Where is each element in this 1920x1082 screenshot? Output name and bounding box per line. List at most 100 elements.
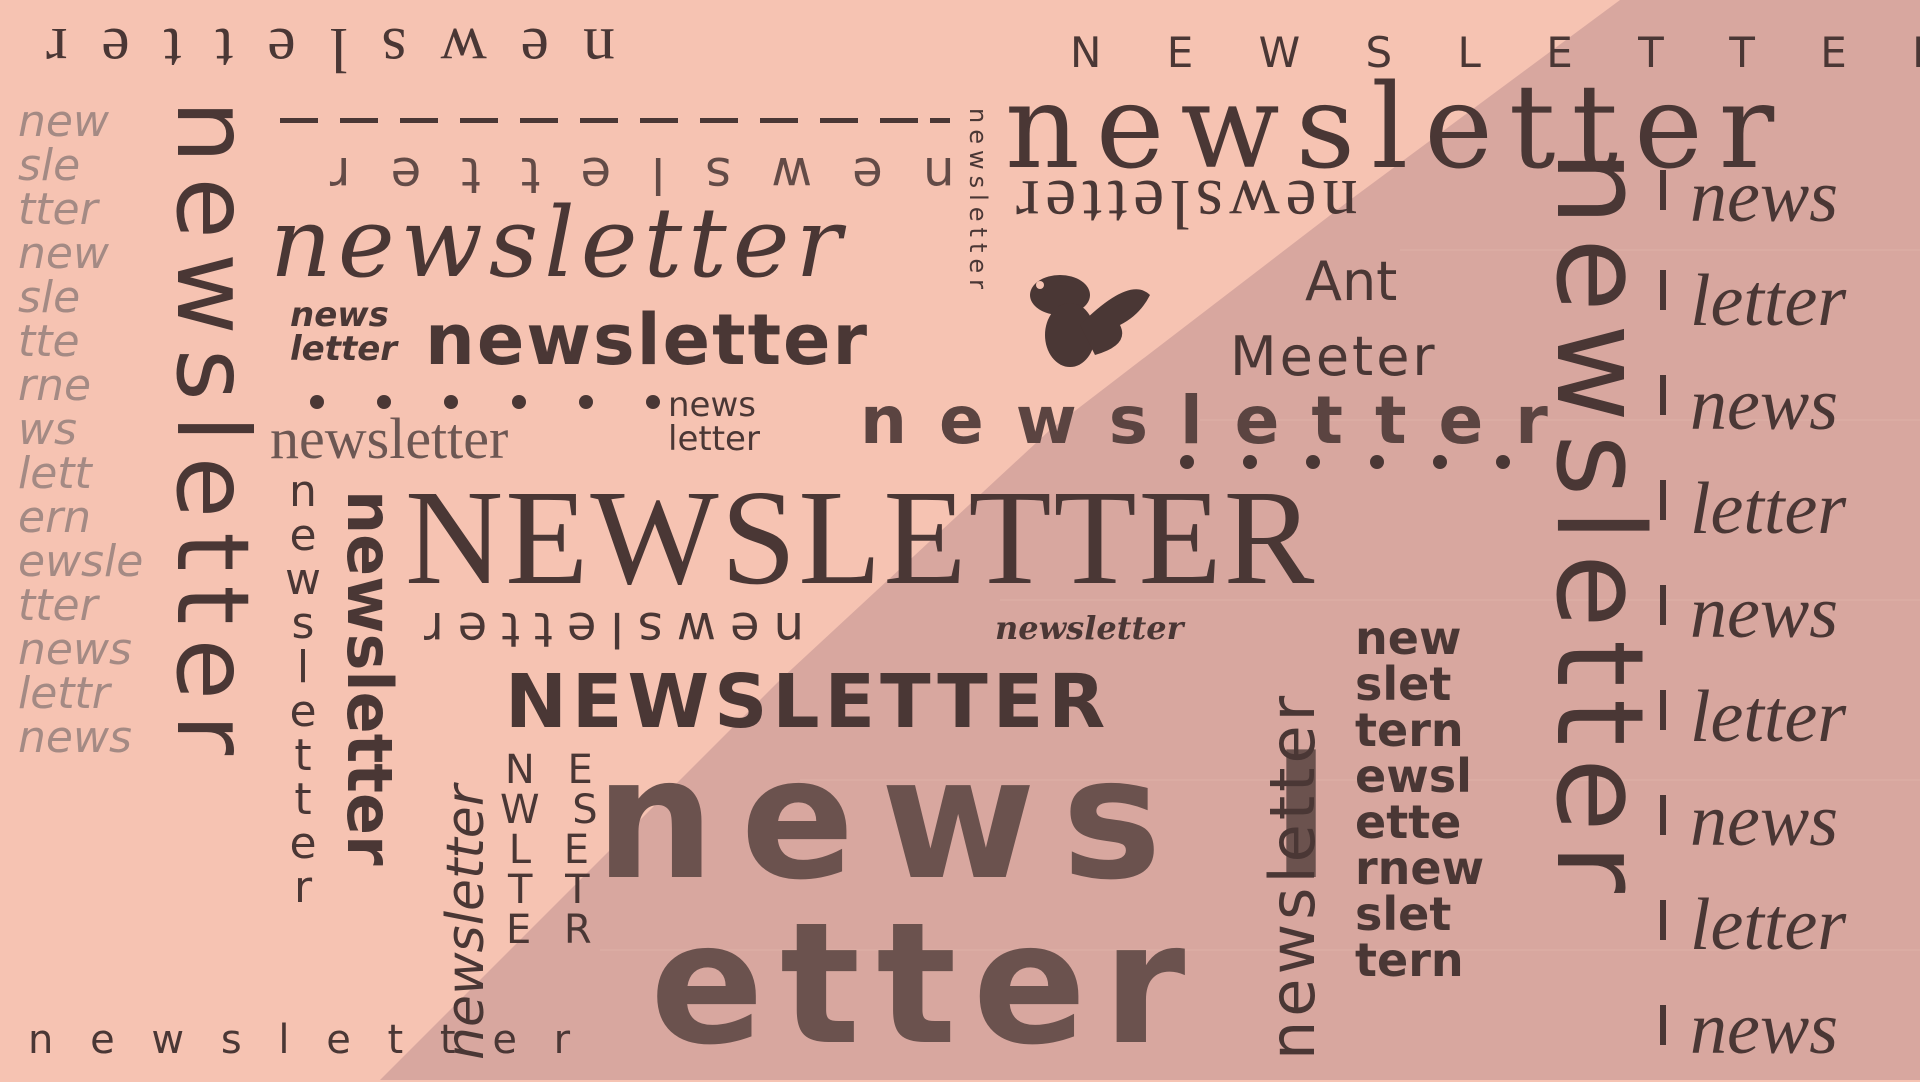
dot (1306, 455, 1321, 469)
hand-word: ewsle (18, 536, 144, 587)
bar (1660, 900, 1666, 940)
bar (1660, 480, 1666, 520)
spaced-caps-top-right: N E W S L E T T E R (1070, 28, 1920, 77)
dot (444, 395, 459, 409)
letter: t (294, 774, 312, 825)
dot (578, 395, 593, 409)
bar (1660, 1005, 1666, 1045)
italic-word: news (1690, 988, 1838, 1070)
letter: e (289, 510, 317, 561)
hand-small-news-letter: news letter (290, 298, 397, 366)
hand-word: new (18, 96, 109, 147)
headline-word-top-right: newsletter (1005, 60, 1791, 195)
dot (1495, 455, 1510, 469)
hand-word: tter (18, 580, 98, 631)
dot (1180, 455, 1194, 469)
dash (460, 118, 498, 123)
letter: t (294, 730, 312, 781)
hand-word: new (1355, 611, 1462, 665)
italic-column-right: news letter news letter news letter news… (1690, 160, 1846, 1066)
dot (377, 395, 392, 409)
italic-word: news (1690, 780, 1838, 862)
headline-serif-caps: NEWSLETTER (405, 463, 1317, 613)
dot (511, 395, 526, 409)
word-letter: letter (668, 419, 760, 459)
bold-word-handwritten: newsletter (425, 299, 870, 381)
dot (310, 395, 324, 409)
hand-word: tern (1355, 933, 1464, 987)
bar (1660, 795, 1666, 835)
caps-pair: E R (505, 907, 602, 953)
hand-word: rne (18, 360, 92, 411)
bold-spaced-word: newsletter (860, 382, 1580, 459)
italic-word: news (1690, 364, 1838, 446)
vertical-caps-column: N E W S L E T T E R (500, 750, 608, 950)
hand-word: ewsl (1355, 749, 1472, 803)
huge-word-part-1: news l (595, 721, 1356, 917)
vertical-word-bold: newsletter (333, 490, 406, 866)
dash (520, 118, 558, 123)
hand-word: news (290, 295, 389, 335)
dash (340, 118, 378, 123)
hand-word: news (18, 624, 132, 675)
caps-pair: T T (508, 867, 600, 913)
hand-word: slet (1355, 887, 1452, 941)
word-news: news (668, 385, 756, 425)
letter: r (293, 862, 313, 913)
caps-pair: W S (500, 787, 608, 833)
bar (1660, 585, 1666, 625)
faded-handwriting-column: new sle tter new sle tte rne ws lett ern… (18, 100, 143, 760)
letter: l (296, 642, 310, 693)
italic-word: news (1690, 156, 1838, 238)
italic-word: letter (1690, 676, 1847, 758)
script-word: newsletter (270, 187, 848, 299)
brand-line-2: Meeter (1230, 325, 1438, 388)
hand-word: sle (18, 140, 81, 191)
flipped-word-mid: newsletter (410, 601, 804, 657)
dot (1243, 455, 1258, 469)
dot (645, 395, 660, 409)
dot (1432, 455, 1447, 469)
dash (640, 118, 678, 123)
bar (1660, 270, 1666, 310)
dash (880, 118, 918, 123)
italic-word: letter (1690, 468, 1847, 550)
dash (280, 118, 318, 123)
hand-word: rnew (1355, 841, 1485, 895)
hand-word: letter (290, 329, 398, 369)
spaced-word-bottom-left: n e w s l e t t e r (28, 1017, 583, 1063)
caps-pair: N E (504, 747, 603, 793)
vertical-letter-column: n e w s l e t t e r (285, 470, 321, 910)
bold-caps-word: NEWSLETTER (505, 659, 1111, 745)
hand-word: sle (18, 272, 81, 323)
letter: w (285, 554, 321, 605)
dash (400, 118, 438, 123)
flipped-word-right: newsletter (1010, 165, 1358, 242)
dot (1369, 455, 1384, 469)
bar (1660, 375, 1666, 415)
dash (760, 118, 798, 123)
hand-column-right: new slet tern ewsl ette rnew slet tern (1355, 615, 1484, 983)
hand-word: news (18, 712, 132, 763)
letter: n (289, 466, 317, 517)
ant-mascot-icon (1030, 275, 1150, 367)
flipped-word-top-left: newsletter (12, 15, 615, 86)
letter: s (291, 598, 315, 649)
hand-word: ws (18, 404, 77, 455)
huge-word-part-2: etter (650, 886, 1202, 1082)
dash (700, 118, 738, 123)
bar (1660, 690, 1666, 730)
hand-word: ern (18, 492, 92, 543)
hand-word: slet (1355, 657, 1452, 711)
dot-row-left (310, 395, 660, 409)
dash (930, 118, 950, 123)
italic-word: letter (1690, 884, 1847, 966)
italic-word: letter (1690, 260, 1847, 342)
vertical-word-italic: newsletter (436, 784, 496, 1060)
vertical-word-right-large: newsletter (1529, 150, 1668, 905)
hand-word: ette (1355, 795, 1462, 849)
hand-word: tern (1355, 703, 1464, 757)
hand-word: tter (18, 184, 98, 235)
